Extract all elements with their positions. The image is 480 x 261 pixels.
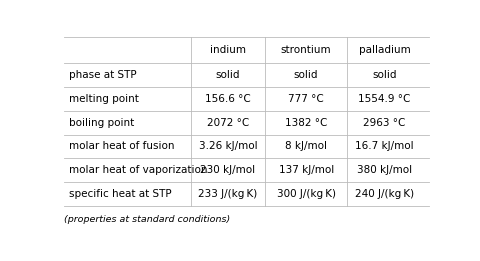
Text: 2072 °C: 2072 °C xyxy=(206,118,249,128)
Text: boiling point: boiling point xyxy=(69,118,134,128)
Text: palladium: palladium xyxy=(358,45,409,55)
Text: 8 kJ/mol: 8 kJ/mol xyxy=(285,141,326,151)
Text: indium: indium xyxy=(209,45,245,55)
Text: phase at STP: phase at STP xyxy=(69,70,137,80)
Text: specific heat at STP: specific heat at STP xyxy=(69,189,172,199)
Text: solid: solid xyxy=(293,70,318,80)
Text: 16.7 kJ/mol: 16.7 kJ/mol xyxy=(354,141,413,151)
Text: 380 kJ/mol: 380 kJ/mol xyxy=(356,165,411,175)
Text: 1382 °C: 1382 °C xyxy=(284,118,327,128)
Text: 3.26 kJ/mol: 3.26 kJ/mol xyxy=(198,141,257,151)
Text: 240 J/(kg K): 240 J/(kg K) xyxy=(354,189,413,199)
Text: 137 kJ/mol: 137 kJ/mol xyxy=(278,165,333,175)
Text: 233 J/(kg K): 233 J/(kg K) xyxy=(198,189,257,199)
Text: 2963 °C: 2963 °C xyxy=(362,118,405,128)
Text: 300 J/(kg K): 300 J/(kg K) xyxy=(276,189,335,199)
Text: molar heat of vaporization: molar heat of vaporization xyxy=(69,165,207,175)
Text: strontium: strontium xyxy=(280,45,331,55)
Text: melting point: melting point xyxy=(69,94,139,104)
Text: 230 kJ/mol: 230 kJ/mol xyxy=(200,165,255,175)
Text: molar heat of fusion: molar heat of fusion xyxy=(69,141,175,151)
Text: 156.6 °C: 156.6 °C xyxy=(204,94,250,104)
Text: 1554.9 °C: 1554.9 °C xyxy=(358,94,410,104)
Text: 777 °C: 777 °C xyxy=(288,94,324,104)
Text: solid: solid xyxy=(372,70,396,80)
Text: (properties at standard conditions): (properties at standard conditions) xyxy=(64,215,229,224)
Text: solid: solid xyxy=(215,70,240,80)
